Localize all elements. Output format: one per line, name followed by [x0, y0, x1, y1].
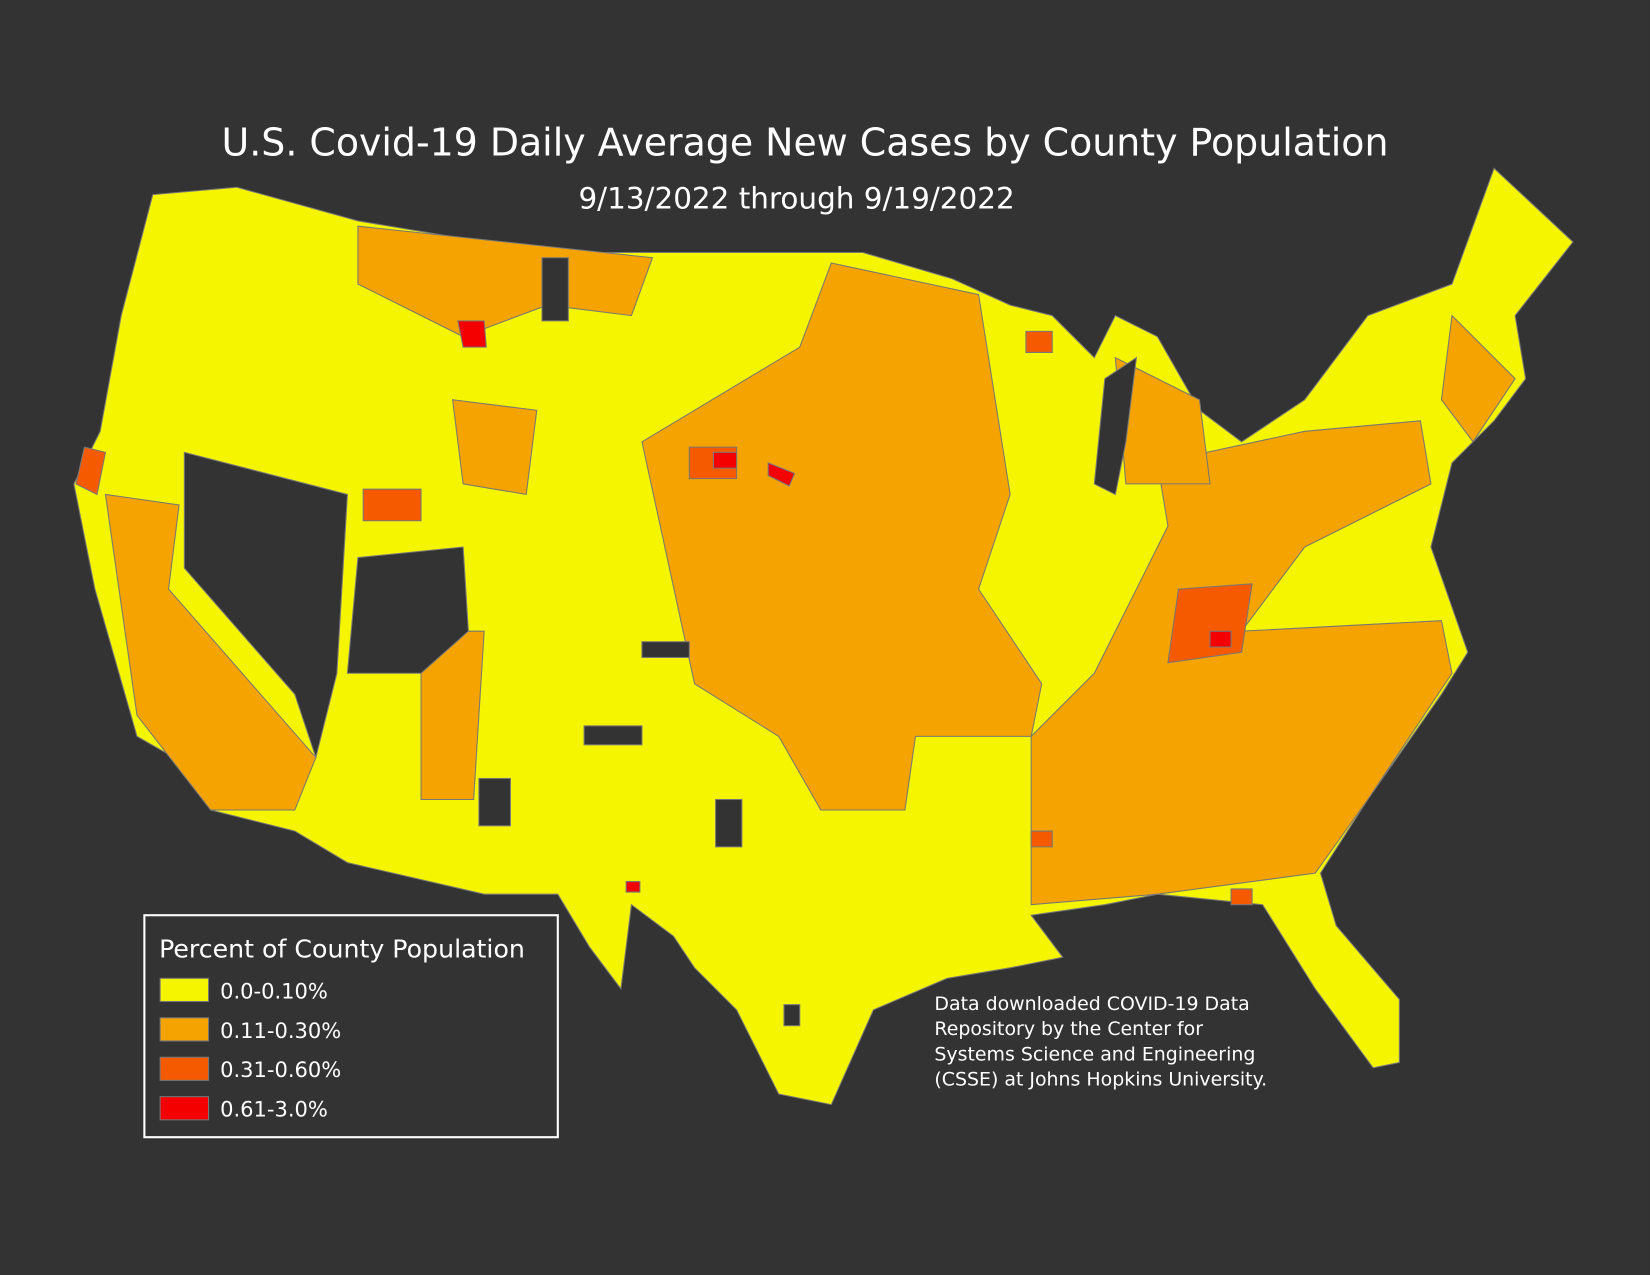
legend-swatch [159, 977, 210, 1003]
source-note-line: Repository by the Center for [934, 1018, 1203, 1040]
no-data-area [478, 777, 511, 827]
no-data-area [783, 1004, 801, 1027]
source-note: Data downloaded COVID-19 Data Repository … [934, 993, 1267, 1091]
county-hotspot [75, 446, 107, 496]
source-note-line: (CSSE) at Johns Hopkins University. [934, 1069, 1267, 1091]
county-hotspot [767, 462, 796, 487]
map [73, 167, 1574, 1106]
no-data-area [346, 546, 469, 674]
no-data-area [715, 798, 743, 848]
lake-michigan [1093, 356, 1138, 496]
no-data-area [641, 641, 690, 659]
no-data-area [541, 257, 569, 322]
source-note-line: Systems Science and Engineering [934, 1043, 1255, 1065]
county-hotspot [1167, 583, 1253, 664]
idaho-region [451, 399, 538, 496]
legend: Percent of County Population 0.0-0.10% 0.… [143, 914, 559, 1139]
legend-label: 0.0-0.10% [220, 978, 328, 1003]
county-hotspot [362, 488, 422, 522]
county-hotspot [1230, 888, 1253, 906]
california-region [104, 493, 317, 811]
no-data-area [583, 725, 643, 746]
county-hotspot [625, 881, 641, 893]
legend-title: Percent of County Population [159, 934, 525, 963]
legend-swatch [159, 1017, 210, 1042]
county-hotspot [457, 320, 487, 348]
legend-box [143, 914, 559, 1139]
map-subtitle: 9/13/2022 through 9/19/2022 [578, 181, 1014, 215]
county-hotspot [1025, 330, 1053, 353]
legend-swatch [159, 1096, 210, 1121]
legend-label: 0.31-0.60% [220, 1057, 341, 1082]
legend-swatch [159, 1056, 210, 1081]
map-title: U.S. Covid-19 Daily Average New Cases by… [222, 121, 1389, 165]
source-note-line: Data downloaded COVID-19 Data [934, 993, 1249, 1015]
county-hotspot [712, 451, 738, 469]
no-data-area [183, 451, 348, 760]
southeast-region [1030, 420, 1453, 906]
legend-label: 0.61-3.0% [220, 1097, 328, 1122]
midwest-region [641, 262, 1043, 811]
county-hotspot [1030, 830, 1053, 848]
northeast-region [1440, 314, 1516, 443]
legend-label: 0.11-0.30% [220, 1018, 341, 1043]
county-hotspot [1209, 630, 1232, 648]
